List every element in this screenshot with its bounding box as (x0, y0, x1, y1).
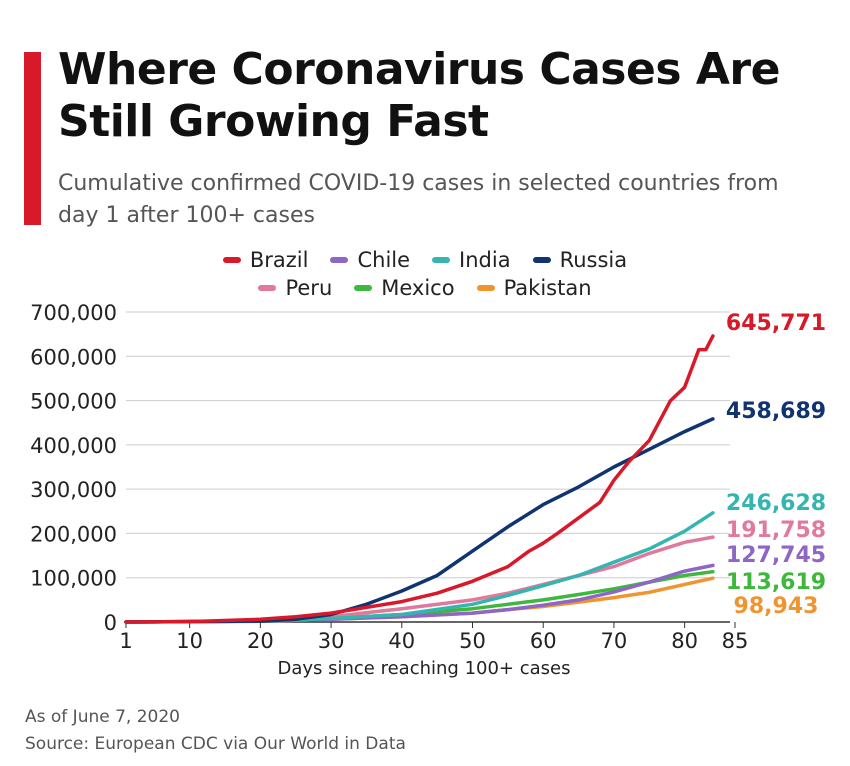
legend-swatch-pakistan (476, 285, 495, 291)
series-line-india (124, 511, 715, 624)
as-of-date: As of June 7, 2020 (25, 707, 180, 727)
series-lines (124, 334, 715, 624)
x-tick-label: 50 (459, 629, 486, 653)
y-tick-label: 500,000 (30, 390, 117, 414)
end-label-russia: 458,689 (726, 399, 826, 424)
legend-swatch-india (432, 257, 451, 263)
series-line-peru (124, 535, 715, 624)
legend-swatch-mexico (354, 285, 373, 291)
legend-label-india: India (459, 248, 511, 272)
legend-swatch-brazil (222, 257, 241, 263)
x-tick-label: 85 (722, 629, 749, 653)
legend-item-brazil: Brazil (222, 248, 309, 272)
x-tick-label: 1 (119, 629, 132, 653)
line-chart: 0 100,000 200,000 300,000 400,000 500,000 600,… (30, 301, 826, 679)
x-tick-label: 70 (601, 629, 628, 653)
legend-swatch-chile (330, 257, 349, 263)
legend-label-mexico: Mexico (381, 276, 455, 300)
end-label-chile: 127,745 (726, 543, 826, 568)
gridlines (126, 311, 730, 623)
legend-item-chile: Chile (330, 248, 410, 272)
legend-row-2: Peru Mexico Pakistan (0, 274, 850, 302)
x-axis-ticks: 1 10 20 30 40 50 60 70 80 85 (119, 622, 748, 653)
x-tick-label: 80 (671, 629, 698, 653)
x-axis-label: Days since reaching 100+ cases (277, 658, 570, 679)
y-tick-label: 0 (104, 611, 117, 635)
x-tick-label: 40 (388, 629, 415, 653)
y-tick-label: 600,000 (30, 345, 117, 369)
y-tick-label: 700,000 (30, 301, 117, 325)
legend-row-1: Brazil Chile India Russia (0, 246, 850, 274)
legend-item-peru: Peru (258, 276, 332, 300)
x-tick-label: 20 (247, 629, 274, 653)
chart-title: Where Coronavirus Cases Are Still Growin… (58, 44, 780, 147)
y-tick-label: 400,000 (30, 434, 117, 458)
end-label-mexico: 113,619 (726, 570, 826, 595)
y-tick-label: 300,000 (30, 478, 117, 502)
y-tick-label: 200,000 (30, 522, 117, 546)
end-label-peru: 191,758 (726, 518, 826, 543)
legend-label-brazil: Brazil (249, 248, 309, 272)
x-tick-label: 30 (318, 629, 345, 653)
legend: Brazil Chile India Russia Peru Mexico Pa… (0, 246, 850, 302)
end-label-brazil: 645,771 (726, 311, 826, 336)
x-tick-label: 10 (176, 629, 203, 653)
title-accent-bar (24, 52, 41, 225)
x-tick-label: 60 (530, 629, 557, 653)
series-end-labels: 645,771 127,745 246,628 458,689 191,758 113,6… (726, 311, 826, 619)
legend-label-pakistan: Pakistan (503, 276, 592, 300)
series-line-brazil (124, 334, 715, 624)
chart-subtitle: Cumulative confirmed COVID-19 cases in s… (58, 171, 779, 228)
legend-label-chile: Chile (357, 248, 411, 272)
legend-label-russia: Russia (559, 248, 628, 272)
legend-swatch-russia (532, 257, 551, 263)
legend-label-peru: Peru (285, 276, 333, 300)
legend-item-india: India (432, 248, 511, 272)
legend-item-russia: Russia (532, 248, 628, 272)
footer: As of June 7, 2020 Source: European CDC … (25, 704, 406, 758)
legend-item-pakistan: Pakistan (476, 276, 592, 300)
legend-swatch-peru (258, 285, 277, 291)
y-tick-label: 100,000 (30, 567, 117, 591)
end-label-pakistan: 98,943 (734, 594, 819, 619)
source-note: Source: European CDC via Our World in Da… (25, 734, 406, 754)
y-axis-ticks: 0 100,000 200,000 300,000 400,000 500,000 600,… (30, 301, 117, 635)
end-label-india: 246,628 (726, 491, 826, 516)
series-line-russia (124, 417, 715, 624)
legend-item-mexico: Mexico (354, 276, 455, 300)
